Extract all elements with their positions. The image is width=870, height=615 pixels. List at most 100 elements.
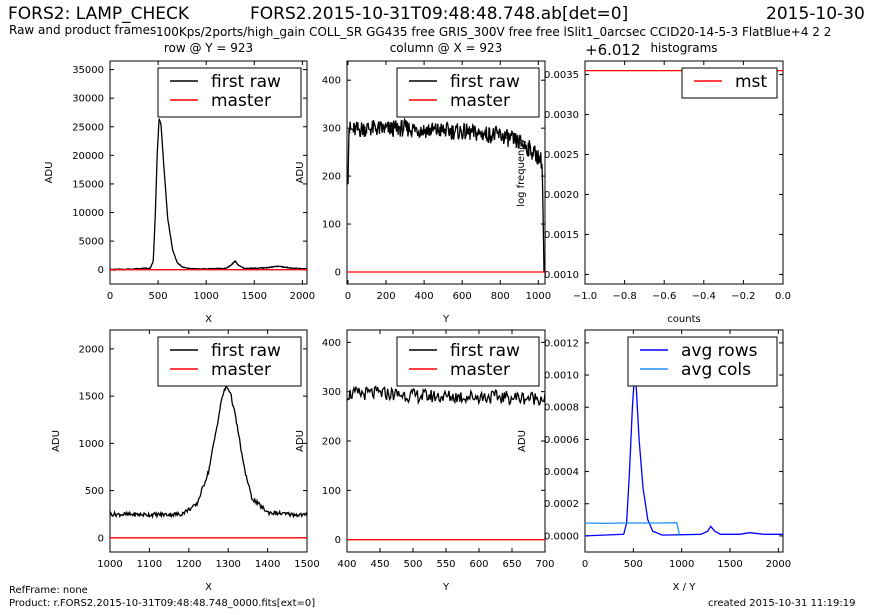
x-tick-label: −0.2 bbox=[731, 291, 755, 302]
y-tick-label: 0.0015 bbox=[544, 230, 579, 241]
y-tick-label: 0 bbox=[98, 265, 104, 276]
legend-label: first raw bbox=[450, 341, 520, 361]
y-tick-label: 400 bbox=[322, 76, 341, 87]
x-tick-label: 600 bbox=[469, 559, 488, 570]
y-tick-label: 0.0008 bbox=[544, 403, 579, 414]
legend-label: master bbox=[211, 91, 271, 111]
ref-frame-text: RefFrame: none bbox=[9, 585, 88, 596]
y-tick-label: 20000 bbox=[72, 151, 104, 162]
figure-subtitle: Raw and product frames bbox=[9, 23, 157, 37]
y-tick-label: 10000 bbox=[72, 208, 104, 219]
legend-label: avg cols bbox=[681, 360, 751, 380]
y-tick-label: 1500 bbox=[79, 392, 104, 403]
y-tick-label: 30000 bbox=[72, 94, 104, 105]
x-axis-label: X bbox=[205, 314, 212, 325]
x-tick-label: 700 bbox=[535, 559, 554, 570]
x-tick-label: 600 bbox=[453, 291, 472, 302]
y-tick-label: 15000 bbox=[72, 179, 104, 190]
x-tick-label: 2000 bbox=[766, 559, 791, 570]
legend-label: master bbox=[211, 360, 271, 380]
axes-frame bbox=[109, 60, 308, 285]
series-line-avg-rows bbox=[585, 378, 783, 537]
legend-label: master bbox=[450, 91, 510, 111]
y-axis-label: ADU bbox=[44, 162, 55, 184]
x-tick-label: 0.0 bbox=[775, 291, 791, 302]
x-tick-label: 1000 bbox=[669, 559, 694, 570]
x-tick-label: 400 bbox=[337, 559, 356, 570]
series-line-first-raw bbox=[347, 385, 545, 407]
x-axis-label: X / Y bbox=[673, 582, 697, 593]
series-line-avg-cols bbox=[585, 522, 681, 537]
x-tick-label: 0 bbox=[582, 559, 588, 570]
legend-label: avg rows bbox=[681, 341, 758, 361]
y-tick-label: 0.0004 bbox=[544, 467, 579, 478]
instrument-config: 100Kps/2ports/high_gain COLL_SR GG435 fr… bbox=[156, 25, 832, 39]
x-axis-label: counts bbox=[667, 314, 700, 325]
series-line-first-raw bbox=[347, 117, 545, 273]
y-tick-label: 0.0000 bbox=[544, 531, 579, 542]
x-tick-label: 500 bbox=[149, 291, 168, 302]
x-tick-label: 0 bbox=[345, 291, 351, 302]
y-axis-label: ADU bbox=[295, 430, 306, 452]
y-tick-label: 400 bbox=[322, 338, 341, 349]
y-tick-label: 0.0020 bbox=[544, 190, 579, 201]
y-axis-label: log frequency bbox=[516, 138, 527, 207]
x-tick-label: 650 bbox=[502, 559, 521, 570]
x-tick-label: 1300 bbox=[215, 559, 240, 570]
product-text: Product: r.FORS2.2015-10-31T09:48:48.748… bbox=[9, 598, 316, 609]
legend-label: mst bbox=[735, 72, 767, 92]
x-tick-label: 1000 bbox=[193, 291, 218, 302]
y-tick-label: 0.0030 bbox=[544, 110, 579, 121]
y-tick-label: 200 bbox=[322, 172, 341, 183]
chart-title: column @ X = 923 bbox=[390, 41, 503, 55]
y-tick-label: 200 bbox=[322, 437, 341, 448]
y-tick-label: 0.0035 bbox=[544, 70, 579, 81]
y-tick-label: 100 bbox=[322, 486, 341, 497]
x-tick-label: 1500 bbox=[242, 291, 267, 302]
x-tick-label: 500 bbox=[403, 559, 422, 570]
y-tick-label: 300 bbox=[322, 124, 341, 135]
y-tick-label: 0.0025 bbox=[544, 150, 579, 161]
legend-label: first raw bbox=[450, 72, 520, 92]
y-tick-label: 0.0012 bbox=[544, 338, 579, 349]
y-tick-label: 0.0010 bbox=[544, 270, 579, 281]
y-tick-label: 0 bbox=[335, 268, 341, 279]
x-tick-label: 500 bbox=[624, 559, 643, 570]
y-tick-label: 0.0006 bbox=[544, 435, 579, 446]
axes-frame bbox=[584, 60, 784, 285]
x-tick-label: 550 bbox=[436, 559, 455, 570]
x-axis-label: X bbox=[205, 582, 212, 593]
x-tick-label: 2000 bbox=[290, 291, 315, 302]
figure-title-center: FORS2.2015-10-31T09:48:48.748.ab[det=0] bbox=[250, 4, 629, 24]
chart-row: 0 500 1000 1500 2000050001000015000200002500… bbox=[44, 41, 315, 325]
x-tick-label: 800 bbox=[491, 291, 510, 302]
x-tick-label: 1200 bbox=[176, 559, 201, 570]
x-tick-label: 1000 bbox=[526, 291, 551, 302]
series-line-first-raw bbox=[110, 118, 307, 272]
legend-label: master bbox=[450, 360, 510, 380]
chart-row_zoom: 1000 1100 1200 1300 1400 1500 0 500 1000 1500 2000… bbox=[51, 329, 320, 593]
y-tick-label: 500 bbox=[85, 486, 104, 497]
x-tick-label: 1400 bbox=[255, 559, 280, 570]
created-text: created 2015-10-31 11:19:19 bbox=[708, 598, 856, 609]
axes-frame bbox=[584, 329, 784, 553]
x-axis-label: Y bbox=[442, 582, 450, 593]
legend-label: first raw bbox=[211, 72, 281, 92]
chart-column_zoom: 400 450 500 550 600 650 700 0 100 200 300 400 Y ADU fi… bbox=[295, 329, 555, 593]
x-tick-label: 450 bbox=[370, 559, 389, 570]
x-tick-label: 400 bbox=[415, 291, 434, 302]
x-tick-label: 1500 bbox=[717, 559, 742, 570]
x-tick-label: −0.8 bbox=[612, 291, 636, 302]
y-tick-label: 0.0002 bbox=[544, 499, 579, 510]
y-tick-label: 0.0010 bbox=[544, 371, 579, 382]
y-tick-label: 0 bbox=[98, 533, 104, 544]
figure-date: 2015-10-30 bbox=[766, 4, 865, 24]
y-tick-label: 100 bbox=[322, 220, 341, 231]
y-tick-label: 300 bbox=[322, 387, 341, 398]
